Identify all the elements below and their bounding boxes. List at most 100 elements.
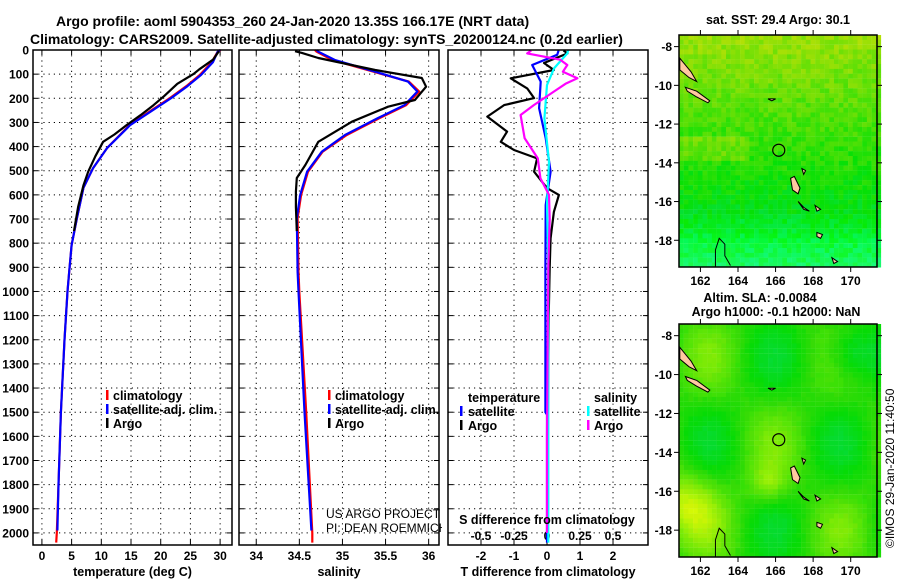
- map-cell: [824, 479, 830, 485]
- map-cell: [787, 435, 792, 441]
- map-cell: [848, 35, 853, 40]
- map-cell: [857, 460, 863, 466]
- map-cell: [838, 523, 844, 529]
- map-cell: [824, 204, 830, 210]
- map-cell: [693, 151, 698, 157]
- map-cell: [810, 547, 816, 553]
- map-cell: [838, 396, 844, 402]
- map-cell: [777, 465, 783, 470]
- map-cell: [857, 455, 863, 461]
- map-cell: [838, 537, 844, 543]
- map-cell: [702, 248, 708, 253]
- map-cell: [758, 209, 764, 215]
- map-cell: [829, 185, 835, 191]
- map-cell: [852, 204, 858, 210]
- map-cell: [768, 44, 774, 50]
- map-cell: [754, 97, 759, 103]
- map-cell: [702, 64, 708, 69]
- map-cell: [805, 528, 811, 534]
- map-cell: [810, 93, 816, 99]
- map-cell: [815, 39, 821, 45]
- map-cell: [838, 185, 844, 191]
- map-cell: [697, 431, 703, 436]
- map-cell: [679, 204, 684, 210]
- map-cell: [801, 185, 806, 191]
- map-cell: [782, 83, 788, 89]
- map-cell: [711, 127, 717, 132]
- map-cell: [787, 233, 792, 239]
- map-cell: [721, 117, 727, 123]
- map-cell: [721, 97, 727, 103]
- map-cell: [819, 382, 825, 388]
- map-cell: [843, 533, 849, 539]
- map-cell: [763, 219, 769, 224]
- map-cell: [697, 474, 703, 480]
- map-cell: [834, 435, 839, 441]
- map-cell: [862, 416, 868, 422]
- map-cell: [768, 252, 774, 258]
- map-cell: [777, 396, 783, 402]
- map-cell: [711, 362, 717, 368]
- map-cell: [805, 523, 811, 529]
- map-cell: [819, 117, 825, 123]
- map-cell: [744, 39, 750, 45]
- map-cell: [819, 204, 825, 210]
- map-cell: [707, 257, 713, 263]
- map-cell: [711, 324, 717, 329]
- map-cell: [716, 479, 722, 485]
- map-cell: [801, 39, 806, 45]
- map-cell: [730, 367, 736, 373]
- map-cell: [763, 131, 769, 137]
- map-cell: [730, 324, 736, 329]
- map-cell: [824, 146, 830, 152]
- lon-tick-label: 166: [766, 274, 786, 288]
- map-cell: [824, 156, 830, 161]
- map-cell: [787, 367, 792, 373]
- map-cell: [711, 547, 717, 553]
- map-cell: [871, 479, 877, 485]
- map-cell: [815, 141, 821, 147]
- map-cell: [862, 328, 868, 334]
- map-cell: [693, 401, 698, 407]
- map-cell: [848, 474, 853, 480]
- map-cell: [876, 151, 882, 157]
- map-cell: [819, 499, 825, 504]
- map-cell: [787, 465, 792, 470]
- map-cell: [693, 175, 698, 181]
- map-cell: [838, 411, 844, 417]
- map-cell: [740, 455, 745, 461]
- x-axis-label: salinity: [317, 565, 360, 579]
- map-cell: [758, 469, 764, 475]
- map-cell: [843, 248, 849, 253]
- map-cell: [805, 508, 811, 514]
- map-cell: [711, 146, 717, 152]
- map-cell: [829, 465, 835, 470]
- map-cell: [730, 151, 736, 157]
- map-cell: [740, 450, 745, 456]
- map-cell: [852, 35, 858, 40]
- map-cell: [777, 214, 783, 220]
- map-cell: [730, 122, 736, 128]
- map-cell: [707, 489, 713, 495]
- map-cell: [852, 489, 858, 495]
- map-cell: [819, 426, 825, 432]
- map-cell: [763, 484, 769, 490]
- map-cell: [843, 547, 849, 553]
- map-cell: [862, 165, 868, 171]
- x-tick-label: 10: [95, 549, 109, 563]
- map-cell: [763, 107, 769, 113]
- map-cell: [716, 252, 722, 258]
- map-cell: [791, 49, 797, 55]
- map-cell: [791, 377, 797, 383]
- map-cell: [688, 392, 694, 398]
- map-cell: [744, 88, 750, 94]
- map-cell: [688, 97, 694, 103]
- map-cell: [740, 338, 745, 344]
- map-cell: [693, 460, 698, 466]
- map-cell: [801, 445, 806, 451]
- map-cell: [857, 141, 863, 147]
- map-cell: [871, 445, 877, 451]
- map-cell: [862, 151, 868, 157]
- map-cell: [782, 333, 788, 339]
- map-cell: [782, 88, 788, 94]
